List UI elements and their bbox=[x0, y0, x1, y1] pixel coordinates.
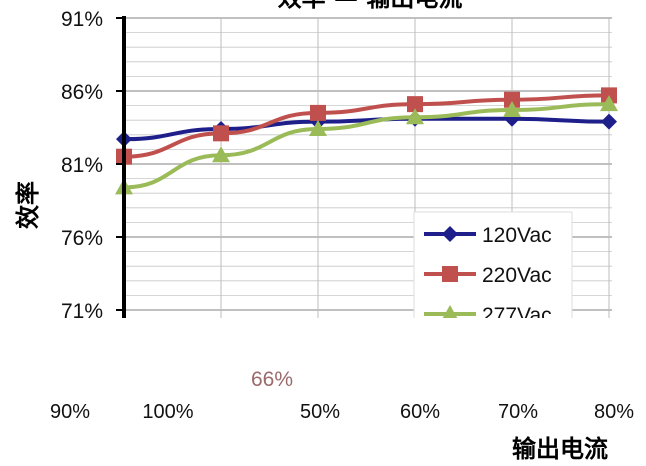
chart-title: 效率 — 输出电流 bbox=[278, 0, 463, 12]
legend-marker-120Vac bbox=[442, 226, 458, 242]
x-tick-label: 90% bbox=[50, 401, 90, 423]
occluder-block bbox=[0, 318, 646, 396]
occluder bbox=[0, 318, 646, 418]
marker-277Vac bbox=[406, 108, 424, 125]
series-line-120Vac bbox=[123, 116, 610, 142]
marker-220Vac bbox=[504, 91, 520, 108]
legend-label-120Vac: 120Vac bbox=[482, 224, 552, 247]
y-axis-label: 效率 bbox=[14, 181, 42, 229]
x-tick-label: 80% bbox=[594, 401, 634, 423]
marker-277Vac bbox=[212, 146, 230, 163]
legend-label-220Vac: 220Vac bbox=[482, 264, 552, 287]
series-line-277Vac bbox=[123, 102, 610, 190]
x-tick-label: 60% bbox=[400, 401, 440, 423]
marker-220Vac bbox=[310, 104, 326, 121]
x-tick-label: 100% bbox=[142, 401, 193, 423]
marker-220Vac bbox=[213, 125, 229, 142]
marker-277Vac bbox=[600, 95, 618, 112]
y-tick-label: 91% bbox=[61, 8, 103, 31]
series-layer bbox=[115, 87, 618, 195]
x-tick-label: 70% bbox=[498, 401, 538, 423]
marker-120Vac bbox=[601, 113, 617, 130]
y-tick-label: 86% bbox=[61, 81, 103, 104]
y-tick-label: 71% bbox=[61, 300, 103, 323]
marker-220Vac bbox=[407, 96, 423, 113]
marker-277Vac bbox=[503, 100, 521, 117]
x-tick-label: 50% bbox=[300, 401, 340, 423]
legend-marker-220Vac bbox=[442, 266, 458, 282]
labels: 效率 输出电流 效率 — 输出电流 66% bbox=[14, 0, 608, 463]
axis-layer: 91% 86% 81% 76% 71% 90% 100% 50% 60% 70% 80% bbox=[50, 8, 634, 423]
legend-marker-277Vac bbox=[441, 305, 459, 321]
y-tick-label: 76% bbox=[61, 227, 103, 250]
occluder-block bbox=[0, 396, 40, 418]
x-axis-label: 输出电流 bbox=[512, 435, 608, 463]
stray-label: 66% bbox=[251, 368, 293, 391]
y-tick-label: 81% bbox=[61, 154, 103, 177]
marker-277Vac bbox=[309, 119, 327, 136]
legend-box bbox=[413, 211, 573, 321]
series-line-220Vac bbox=[123, 93, 610, 159]
